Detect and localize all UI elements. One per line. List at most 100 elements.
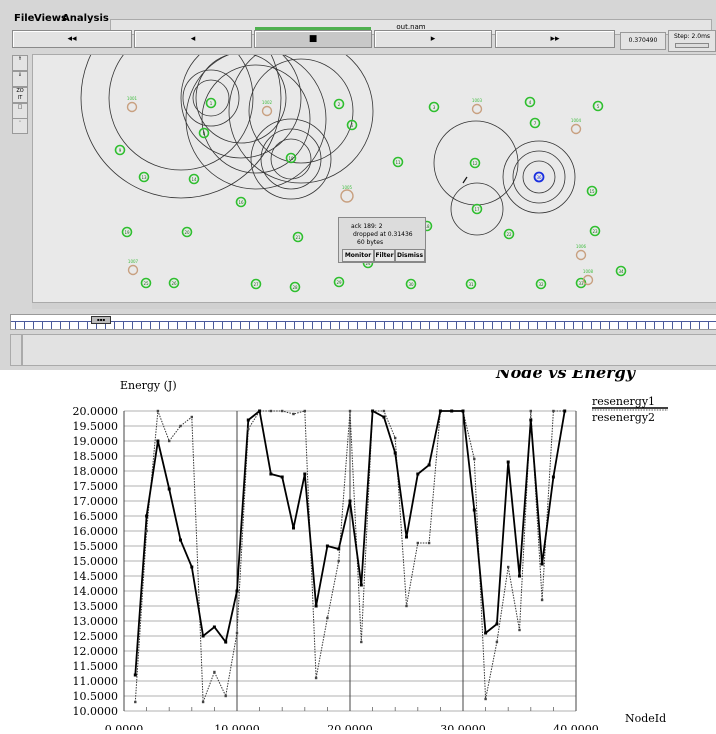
node-label: 15 [589,189,595,194]
tool-button-2[interactable]: ◦ [12,118,28,134]
timeline-slider[interactable]: ▪▪▪ [91,316,111,324]
special-node-label: 1003 [472,98,483,103]
timeline-tick [312,322,313,329]
node-label: 2 [338,102,341,107]
y-tick-label: 14.5000 [73,570,119,583]
timeline-bar[interactable]: ▪▪▪ [10,314,716,330]
timeline-tick [420,322,421,329]
timeline-tick [258,322,259,329]
packet-mark [462,176,468,184]
y-tick-label: 14.0000 [73,585,119,598]
timeline-tick [564,322,565,329]
timeline-tick [69,322,70,329]
monitor-button[interactable]: Monitor [342,249,374,262]
stop-icon: ■ [308,34,318,44]
node-marker [168,277,180,289]
data-point-resenergy1 [382,415,386,419]
stop-button[interactable]: ■ [254,27,372,48]
timeline-tick [555,322,556,329]
timeline-tick [231,322,232,329]
menu-file[interactable]: File [14,13,35,24]
step-back-button[interactable]: ◂ [134,30,252,48]
node-label: 20 [184,230,190,235]
timeline-tick [42,322,43,329]
data-point-resenergy1 [337,547,341,551]
timeline-tick [618,322,619,329]
data-point-resenergy2 [179,424,182,428]
x-axis-label: NodeId [625,712,666,725]
node-label: 17 [474,207,480,212]
rewind-button[interactable]: ◂◂ [12,30,132,48]
special-node-label: 1006 [576,244,587,249]
data-point-resenergy2 [484,697,487,701]
dismiss-button[interactable]: Dismiss [395,249,425,262]
selected-node-marker [533,171,545,183]
timeline-tick [474,322,475,329]
data-point-resenergy1 [438,409,442,413]
timeline-tick [141,322,142,329]
timeline-tick [636,322,637,329]
fast-forward-button[interactable]: ▸▸ [495,30,615,48]
node-label: 31 [468,282,474,287]
data-point-resenergy1 [416,472,420,476]
data-point-resenergy1 [190,565,194,569]
step-control[interactable]: Step: 2.0ms [668,30,716,52]
special-node-marker [126,101,138,113]
data-point-resenergy2 [235,631,239,635]
node-marker [535,278,547,290]
menu-views[interactable]: Views [34,13,67,24]
timeline-tick [402,322,403,329]
y-tick-label: 12.5000 [73,630,119,643]
node-label: 26 [171,281,177,286]
node-marker [333,276,345,288]
timeline-tick [456,322,457,329]
data-point-resenergy1 [484,631,488,635]
timeline-tick [573,322,574,329]
timeline-tick [663,322,664,329]
timeline-tick [609,322,610,329]
zoom-out-icon[interactable]: ⇓ [12,71,28,87]
timeline-tick [285,322,286,329]
timeline-tick [195,322,196,329]
node-marker [405,278,417,290]
data-point-resenergy2 [540,598,544,602]
node-marker [471,203,483,215]
node-label: 29 [336,280,342,285]
left-strip [10,334,22,366]
zoom-in-icon[interactable]: ⇑ [12,55,28,71]
timeline-tick [150,322,151,329]
play-button[interactable]: ▸ [374,30,492,48]
x-tick-label: 0.0000 [105,723,144,730]
node-label: 32 [538,282,544,287]
data-point-resenergy2 [529,409,532,413]
timeline-tick [510,322,511,329]
menu-bar: File Views Analysis out.nam [0,8,716,35]
node-marker [198,127,210,139]
timeline-tick [447,322,448,329]
legend-label-resenergy1: resenergy1 [592,395,655,408]
data-point-resenergy2 [281,409,284,413]
node-marker [503,228,515,240]
timeline-tick [537,322,538,329]
data-point-resenergy2 [156,409,160,413]
series-line-resenergy2 [134,410,565,703]
timeline-tick [384,322,385,329]
filter-button[interactable]: Filter [374,249,395,262]
node-label: 9 [119,148,122,153]
timeline-tick [645,322,646,329]
horizontal-scrollbar[interactable] [32,302,716,309]
data-point-resenergy2 [201,700,205,704]
timeline-tick [429,322,430,329]
y-tick-label: 11.0000 [73,675,119,688]
node-label: 27 [253,282,259,287]
tool-button[interactable]: □ [12,103,28,119]
timeline-tick [465,322,466,329]
menu-analysis[interactable]: Analysis [62,13,109,24]
step-slider[interactable] [675,43,709,48]
data-point-resenergy1 [348,499,352,503]
network-canvas[interactable]: 1 2 3 4 5 6 7 8 9 10 11 12 13 14 15 16 17 18 19 20 21 22 23 24 2… [32,54,716,304]
timeline-tick [366,322,367,329]
y-tick-label: 18.0000 [73,465,119,478]
node-marker [575,277,587,289]
node-label: 25 [143,281,149,286]
